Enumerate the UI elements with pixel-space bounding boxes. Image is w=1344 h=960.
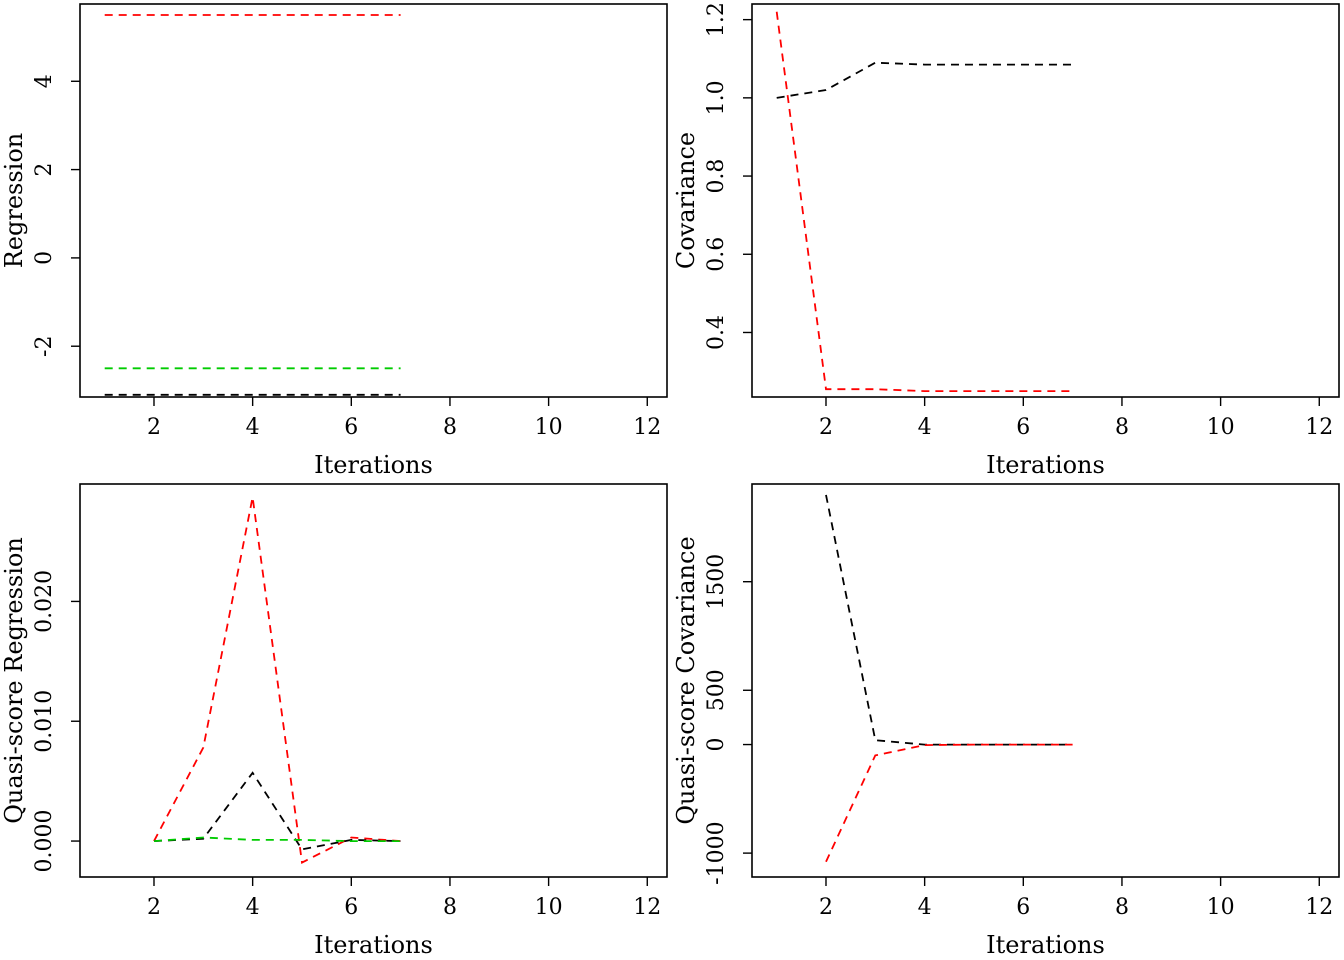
series-line-2 [825, 743, 1073, 863]
plot-frame [751, 3, 1340, 398]
x-tick-label: 8 [443, 415, 457, 440]
x-tick-label: 8 [443, 895, 457, 920]
y-tick-label: 0 [32, 251, 57, 265]
y-tick-label: 4 [32, 74, 57, 88]
x-tick-label: 10 [535, 895, 563, 920]
x-tick-label: 10 [535, 415, 563, 440]
y-tick-label: -2 [32, 336, 57, 357]
x-tick-label: 4 [918, 895, 932, 920]
y-axis-title: Quasi-score Regression [0, 537, 28, 824]
y-tick-label: 0.4 [704, 315, 729, 350]
series-line-1 [153, 497, 401, 864]
x-tick-label: 4 [246, 895, 260, 920]
y-tick-label: 0.6 [704, 237, 729, 272]
plot-frame [79, 483, 668, 878]
y-tick-label: 0.000 [32, 810, 57, 873]
x-axis-title: Iterations [314, 931, 433, 959]
x-axis-title: Iterations [986, 931, 1105, 959]
x-tick-label: 10 [1207, 895, 1235, 920]
y-tick-label: 1.0 [704, 80, 729, 115]
y-tick-label: 0.010 [32, 690, 57, 753]
x-tick-label: 4 [246, 415, 260, 440]
y-tick-label: -1000 [704, 821, 729, 884]
x-tick-label: 12 [633, 895, 661, 920]
y-axis-title: Quasi-score Covariance [672, 536, 700, 824]
x-tick-label: 12 [1305, 415, 1333, 440]
y-tick-label: 0.8 [704, 159, 729, 194]
y-axis-title: Covariance [672, 132, 700, 269]
y-tick-label: 1500 [704, 554, 729, 610]
x-tick-label: 2 [819, 415, 833, 440]
y-tick-label: 2 [32, 163, 57, 177]
chart-panel-3: 2 4 6 8 10 12 0.000 0.010 0.020 Iterations Quasi-s… [0, 483, 668, 959]
plot-frame [751, 483, 1340, 878]
x-tick-label: 2 [819, 895, 833, 920]
y-tick-label: 500 [704, 669, 729, 711]
y-tick-label: 0 [704, 738, 729, 752]
x-tick-label: 12 [1305, 895, 1333, 920]
series-line-1 [825, 494, 1073, 746]
series-line-2 [153, 771, 401, 851]
chart-panel-2: 2 4 6 8 10 12 0.4 0.6 0.8 1.0 1.2 Iterations Covaria… [672, 2, 1340, 479]
y-tick-label: 0.020 [32, 570, 57, 633]
chart-panel-4: 2 4 6 8 10 12 -1000 0 500 1500 Iterations Quasi-sco… [672, 483, 1340, 959]
y-axis-title: Regression [0, 133, 28, 269]
x-axis-title: Iterations [986, 451, 1105, 479]
x-tick-label: 6 [344, 415, 358, 440]
x-tick-label: 2 [147, 415, 161, 440]
x-tick-label: 4 [918, 415, 932, 440]
plot-frame [79, 3, 668, 398]
x-tick-label: 6 [1016, 415, 1030, 440]
series-line-2 [775, 11, 1073, 393]
x-tick-label: 2 [147, 895, 161, 920]
x-tick-label: 6 [344, 895, 358, 920]
x-tick-label: 8 [1115, 415, 1129, 440]
chart-panel-1: 2 4 6 8 10 12 -2 0 2 4 Iterations Regression [0, 3, 668, 479]
y-tick-label: 1.2 [704, 2, 729, 37]
x-tick-label: 6 [1016, 895, 1030, 920]
x-tick-label: 8 [1115, 895, 1129, 920]
x-tick-label: 10 [1207, 415, 1235, 440]
x-axis-title: Iterations [314, 451, 433, 479]
x-tick-label: 12 [633, 415, 661, 440]
series-line-1 [776, 61, 1073, 99]
